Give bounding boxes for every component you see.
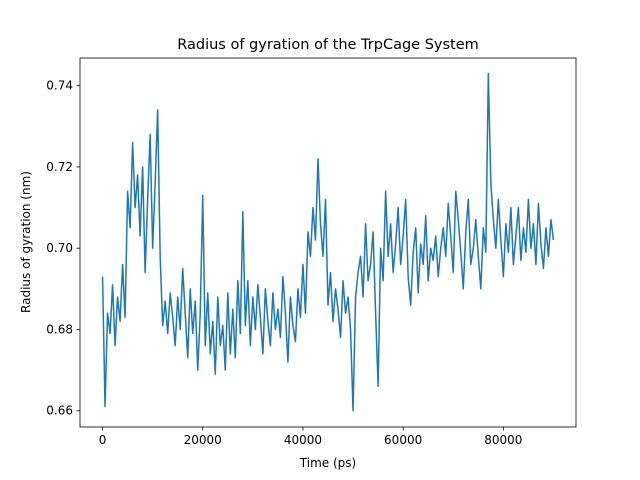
x-tick-label: 20000 xyxy=(184,433,222,447)
chart-title: Radius of gyration of the TrpCage System xyxy=(177,37,479,53)
x-tick-label: 60000 xyxy=(384,433,422,447)
axes-frame xyxy=(79,57,577,428)
plot-area xyxy=(101,72,555,412)
x-axis-label: Time (ps) xyxy=(299,456,356,470)
y-axis-label: Radius of gyration (nm) xyxy=(19,171,33,313)
y-tick-label: 0.66 xyxy=(46,404,73,418)
y-tick-label: 0.70 xyxy=(46,241,73,255)
series-line-0 xyxy=(101,72,555,412)
y-tick-label: 0.72 xyxy=(46,160,73,174)
y-tick-label: 0.74 xyxy=(46,79,73,93)
axis-ticks: 0 20000 40000 60000 80000 0.66 0.68 0.70 0.72 0.7… xyxy=(46,79,522,447)
y-tick-label: 0.68 xyxy=(46,322,73,336)
x-tick-label: 0 xyxy=(99,433,107,447)
x-tick-label: 80000 xyxy=(484,433,522,447)
x-tick-label: 40000 xyxy=(284,433,322,447)
